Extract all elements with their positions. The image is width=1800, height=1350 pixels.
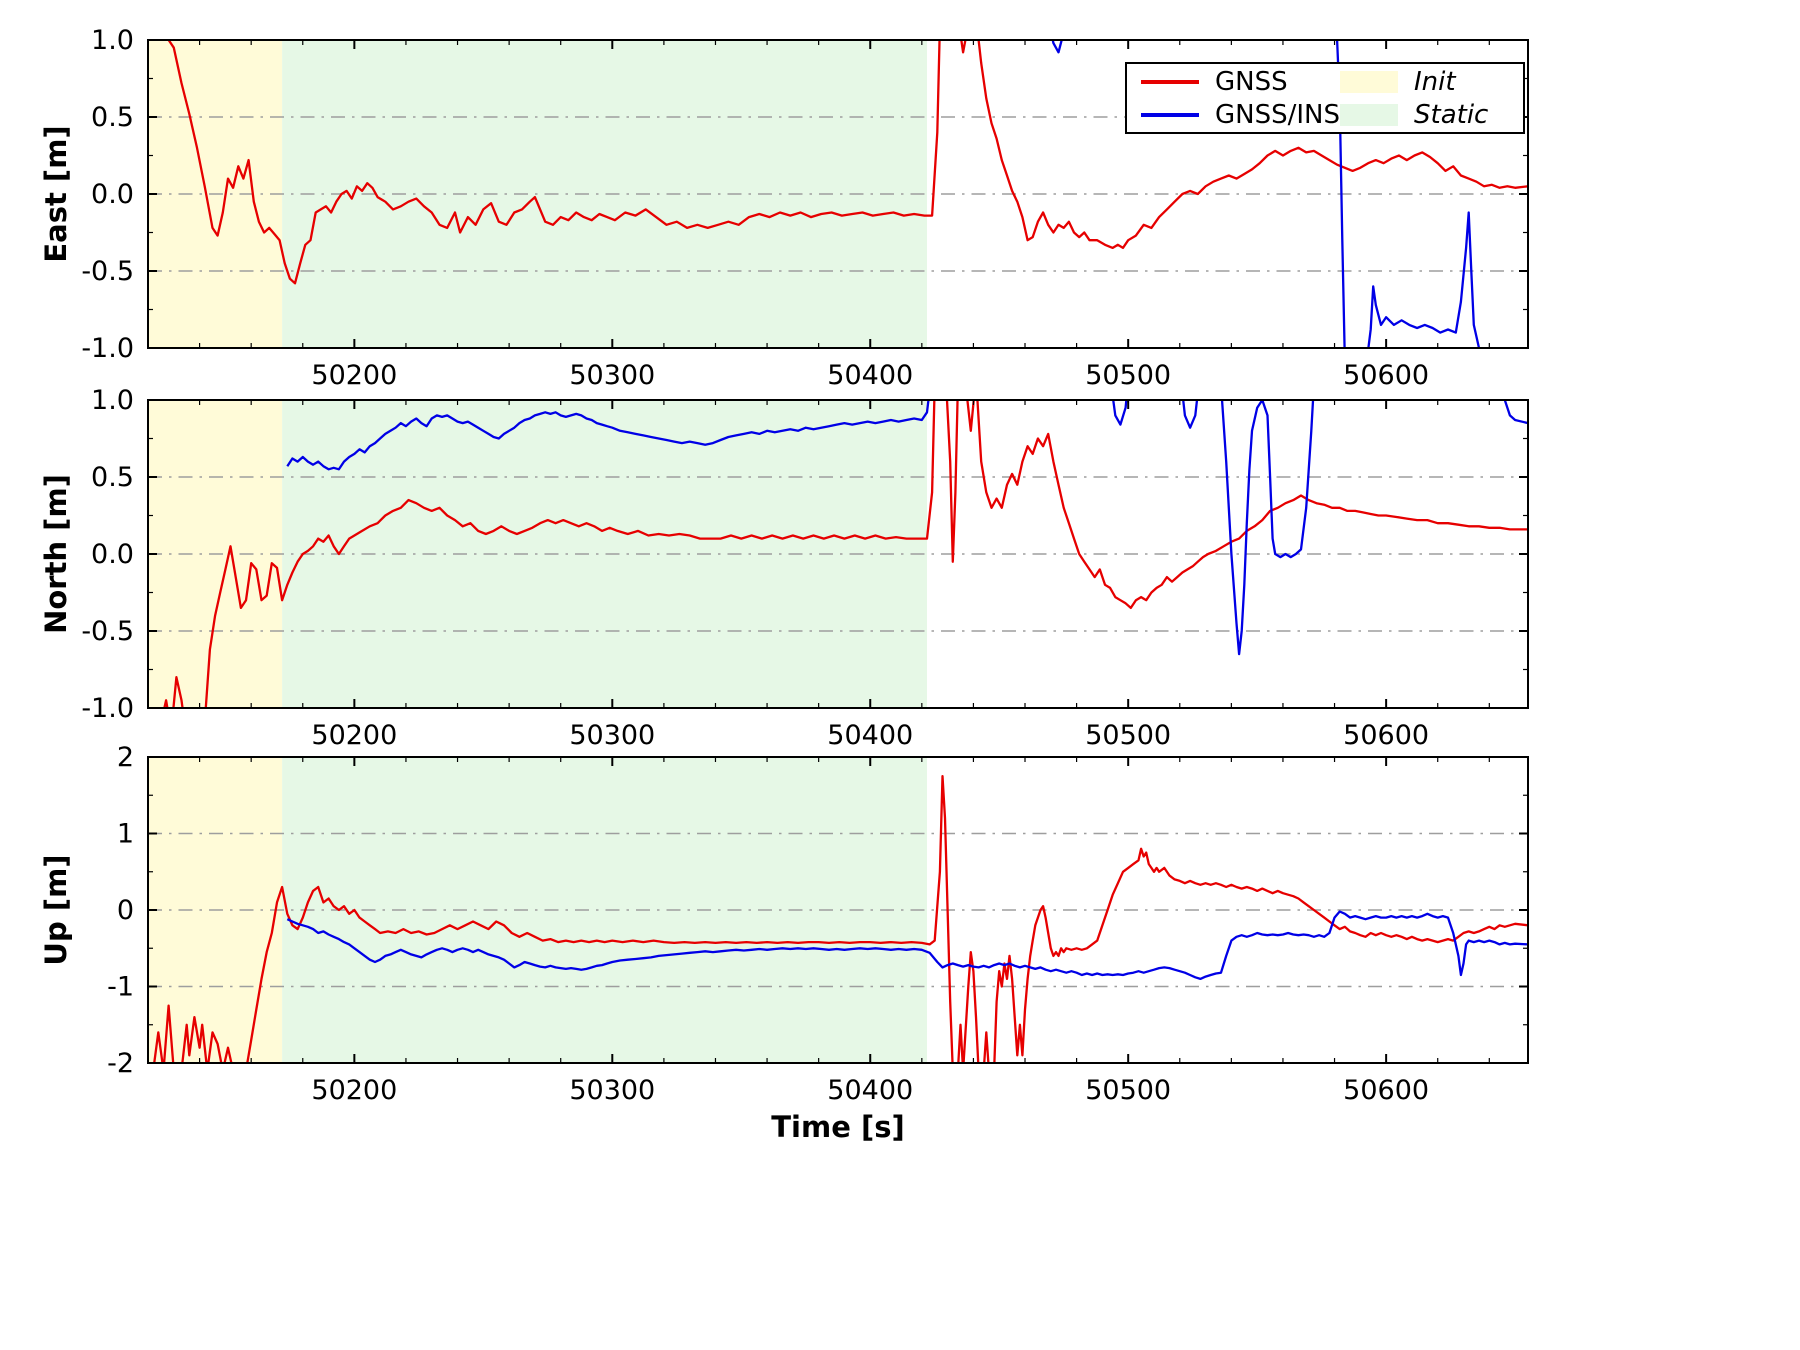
- y-tick-label: 2: [117, 742, 134, 773]
- x-tick-label: 50500: [1085, 360, 1171, 391]
- panel-east: 50200 50300 50400 50500 50600 1.0 0.5 0.0 -0.5 -1…: [81, 25, 1529, 391]
- gnss-line-swatch: [1141, 79, 1199, 84]
- x-tick-label: 50200: [311, 720, 397, 751]
- y-tick-label: -1.0: [81, 693, 134, 724]
- legend: GNSS Init GNSS/INS Static: [1125, 62, 1525, 134]
- x-axis-label: Time [s]: [771, 1110, 905, 1144]
- legend-item-init: Init: [1340, 67, 1509, 96]
- init-patch-swatch: [1340, 70, 1398, 93]
- series-gnss-up: [153, 774, 1528, 1063]
- x-tick-label: 50300: [569, 1075, 655, 1106]
- legend-item-static: Static: [1340, 100, 1509, 129]
- y-tick-label: 0: [117, 895, 134, 926]
- x-tick-label: 50400: [827, 720, 913, 751]
- y-tick-label: 0.5: [91, 462, 134, 493]
- y-tick-label: -1.0: [81, 333, 134, 364]
- legend-label-static: Static: [1414, 99, 1489, 130]
- legend-label-init: Init: [1414, 66, 1456, 97]
- x-tick-label: 50400: [827, 360, 913, 391]
- y-tick-label: 1.0: [91, 385, 134, 416]
- x-tick-label: 50300: [569, 720, 655, 751]
- panel-north: 50200 50300 50400 50500 50600 1.0 0.5 0.0 -0.5 -1…: [81, 385, 1529, 751]
- legend-label-gnss: GNSS: [1215, 66, 1288, 97]
- static-patch-swatch: [1340, 103, 1398, 126]
- x-tick-label: 50600: [1343, 360, 1429, 391]
- series-gnss-ins-east: [1051, 40, 1481, 348]
- y-axis-label-up: Up [m]: [39, 854, 73, 966]
- series-gnss-ins-north: [286, 400, 1528, 656]
- y-tick-label: 1.0: [91, 25, 134, 56]
- x-tick-label: 50400: [827, 1075, 913, 1106]
- gnss-ins-line-swatch: [1141, 112, 1199, 117]
- legend-item-gnss: GNSS: [1141, 67, 1340, 96]
- legend-item-gnss-ins: GNSS/INS: [1141, 100, 1340, 129]
- x-tick-label: 50200: [311, 1075, 397, 1106]
- y-tick-label: -1: [107, 972, 134, 1003]
- y-tick-label: -0.5: [81, 256, 134, 287]
- y-tick-label: 0.5: [91, 102, 134, 133]
- x-tick-label: 50300: [569, 360, 655, 391]
- y-tick-label: 0.0: [91, 539, 134, 570]
- y-axis-label-east: East [m]: [39, 125, 73, 263]
- legend-label-gnss-ins: GNSS/INS: [1215, 99, 1340, 130]
- x-tick-label: 50200: [311, 360, 397, 391]
- y-axis-label-north: North [m]: [39, 474, 73, 634]
- series-gnss-east: [167, 40, 1528, 285]
- x-tick-label: 50600: [1343, 1075, 1429, 1106]
- x-tick-label: 50500: [1085, 1075, 1171, 1106]
- y-tick-label: 0.0: [91, 179, 134, 210]
- panel-up: 50200 50300 50400 50500 50600 2 1 0 -1 -2: [107, 742, 1529, 1106]
- x-tick-label: 50500: [1085, 720, 1171, 751]
- y-tick-label: -0.5: [81, 616, 134, 647]
- y-tick-label: -2: [107, 1048, 134, 1079]
- x-tick-label: 50600: [1343, 720, 1429, 751]
- y-tick-label: 1: [117, 819, 134, 850]
- plot-canvas: 50200 50300 50400 50500 50600 1.0 0.5 0.0 -0.5 -1…: [81, 25, 1529, 1106]
- series-gnss-north: [163, 400, 1528, 708]
- series-gnss-ins-up: [286, 910, 1528, 981]
